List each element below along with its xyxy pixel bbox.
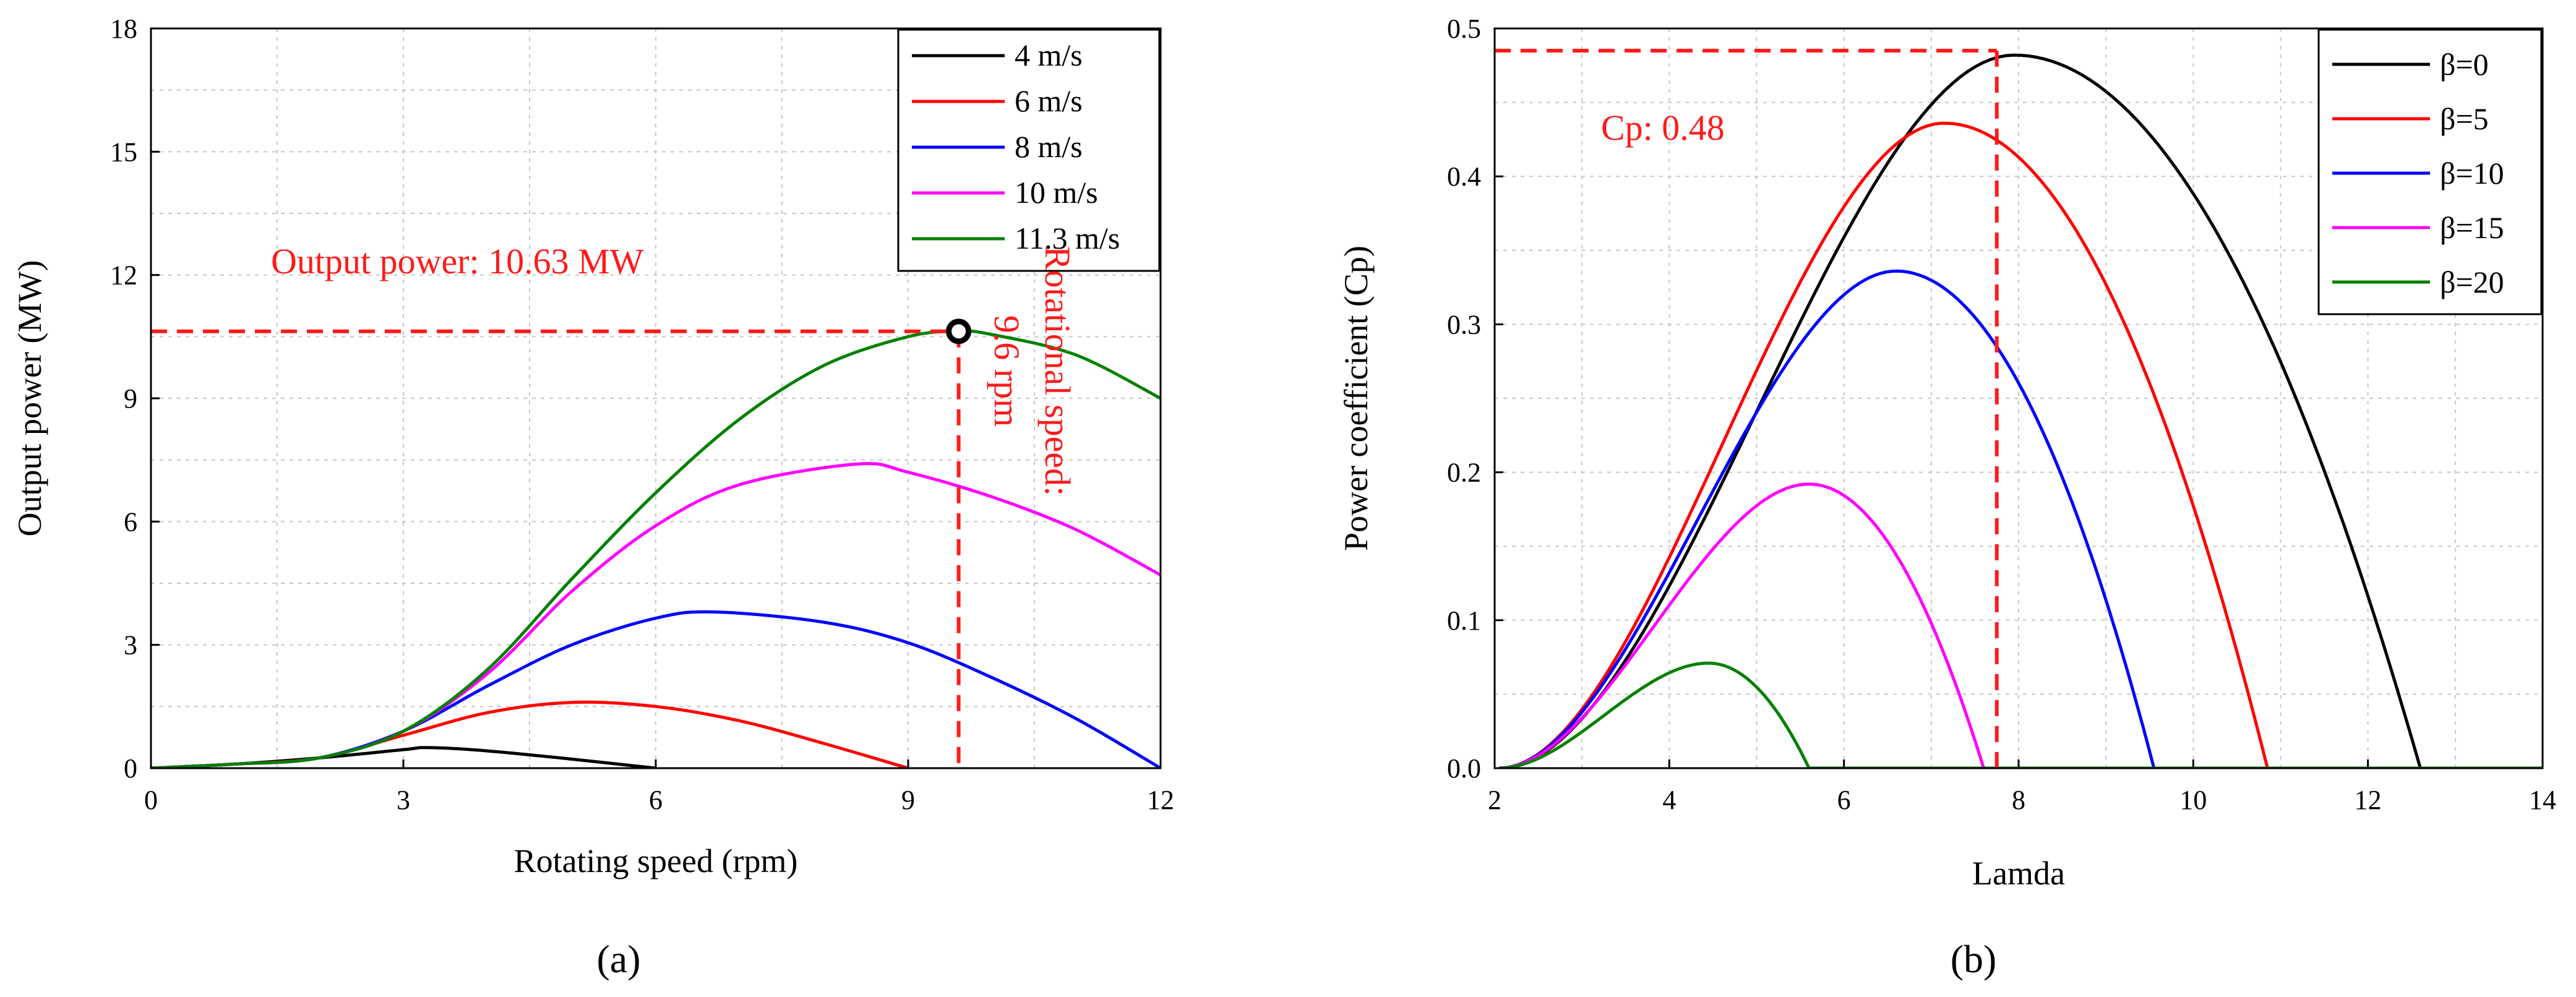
- chart-b-y-ticks: 0.0 0.1 0.2 0.3 0.4 0.5: [1447, 14, 1503, 784]
- chart-a-y-tick-label: 6: [124, 507, 137, 537]
- chart-b-annotation-cp: Cp: 0.48: [1601, 108, 1725, 148]
- chart-b-x-tick-label: 2: [1488, 785, 1501, 815]
- chart-a-annotation-rpm-value: 9.6 rpm: [987, 315, 1027, 427]
- chart-a-legend-label: 10 m/s: [1015, 175, 1098, 210]
- chart-b-y-tick-label: 0.0: [1447, 753, 1481, 784]
- chart-b-y-tick-label: 0.5: [1447, 14, 1481, 44]
- chart-a-y-axis-label: Output power (MW): [11, 260, 48, 537]
- chart-a-reference-lines: [151, 329, 961, 768]
- chart-a-x-tick-label: 3: [397, 785, 410, 815]
- chart-a-x-tick-label: 6: [649, 785, 663, 815]
- chart-a-legend-label: 4 m/s: [1015, 38, 1083, 72]
- chart-a-legend-label: 8 m/s: [1015, 129, 1083, 164]
- chart-b-reference-lines: [1495, 48, 1999, 768]
- chart-a-y-tick-label: 0: [124, 753, 137, 784]
- panel-label-a: (a): [596, 937, 640, 981]
- chart-b-series-line: [1498, 121, 2543, 768]
- chart-b-legend-label: β=0: [2440, 47, 2489, 82]
- chart-a-legend-label: 11.3 m/s: [1015, 221, 1120, 255]
- panel-label-b: (b): [1951, 937, 1997, 981]
- chart-b-legend-label: β=5: [2440, 101, 2489, 136]
- chart-b-y-tick-label: 0.3: [1447, 309, 1481, 340]
- chart-a-y-tick-label: 12: [110, 260, 137, 291]
- chart-b-y-tick-label: 0.1: [1447, 605, 1481, 636]
- chart-a-x-ticks: 0 3 6 9 12: [144, 760, 1174, 815]
- chart-a-legend: 4 m/s 6 m/s 8 m/s 10 m/s 11.3 m/s: [897, 28, 1161, 272]
- chart-a: 0 3 6 9 12 0 3 6 9 12 15 18 Rotating speed (rpm) O…: [11, 14, 1174, 879]
- chart-b: 2 4 6 8 10 12 14 0.0 0.1 0.2 0.3 0.4 0.5 Lamda Powe…: [1337, 14, 2556, 892]
- chart-a-x-axis-label: Rotating speed (rpm): [514, 842, 798, 879]
- chart-a-curves: [151, 329, 1161, 768]
- chart-a-x-tick-label: 9: [901, 785, 915, 815]
- chart-b-legend-label: β=15: [2440, 210, 2504, 245]
- chart-b-series-line: [1498, 269, 2543, 768]
- chart-b-legend: β=0 β=5 β=10 β=15 β=20: [2317, 28, 2543, 315]
- chart-a-series-line: [151, 329, 1161, 768]
- chart-a-x-tick-label: 12: [1147, 785, 1174, 815]
- chart-b-legend-label: β=20: [2440, 265, 2504, 299]
- chart-b-y-axis-label: Power coefficient (Cp): [1337, 246, 1375, 551]
- chart-b-x-tick-label: 10: [2179, 785, 2207, 815]
- chart-a-legend-label: 6 m/s: [1015, 83, 1083, 118]
- chart-b-series-line: [1499, 661, 2543, 768]
- chart-a-y-ticks: 0 3 6 9 12 15 18: [110, 14, 160, 784]
- chart-b-series-line: [1498, 53, 2543, 768]
- chart-a-x-tick-label: 0: [144, 785, 158, 815]
- chart-b-x-tick-label: 6: [1837, 785, 1851, 815]
- chart-a-y-tick-label: 3: [124, 630, 137, 661]
- chart-a-y-tick-label: 15: [110, 137, 137, 167]
- chart-b-x-tick-label: 8: [2012, 785, 2025, 815]
- chart-a-annotation-rotational-speed: Rotational speed:: [1037, 246, 1078, 496]
- chart-b-legend-label: β=10: [2440, 156, 2504, 190]
- chart-a-annotation-output-power: Output power: 10.63 MW: [271, 241, 644, 281]
- chart-b-x-axis-label: Lamda: [1972, 855, 2065, 892]
- chart-a-y-tick-label: 18: [110, 14, 137, 44]
- chart-b-series-line: [1499, 482, 2543, 768]
- chart-b-y-tick-label: 0.2: [1447, 458, 1481, 488]
- chart-b-curves: [1498, 53, 2543, 768]
- chart-b-x-tick-label: 12: [2355, 785, 2382, 815]
- chart-b-x-ticks: 2 4 6 8 10 12 14: [1488, 760, 2556, 815]
- chart-a-y-tick-label: 9: [124, 383, 137, 414]
- chart-a-max-power-marker: [946, 319, 972, 344]
- chart-b-y-tick-label: 0.4: [1447, 161, 1481, 192]
- chart-b-x-tick-label: 14: [2529, 785, 2556, 815]
- chart-b-x-tick-label: 4: [1662, 785, 1676, 815]
